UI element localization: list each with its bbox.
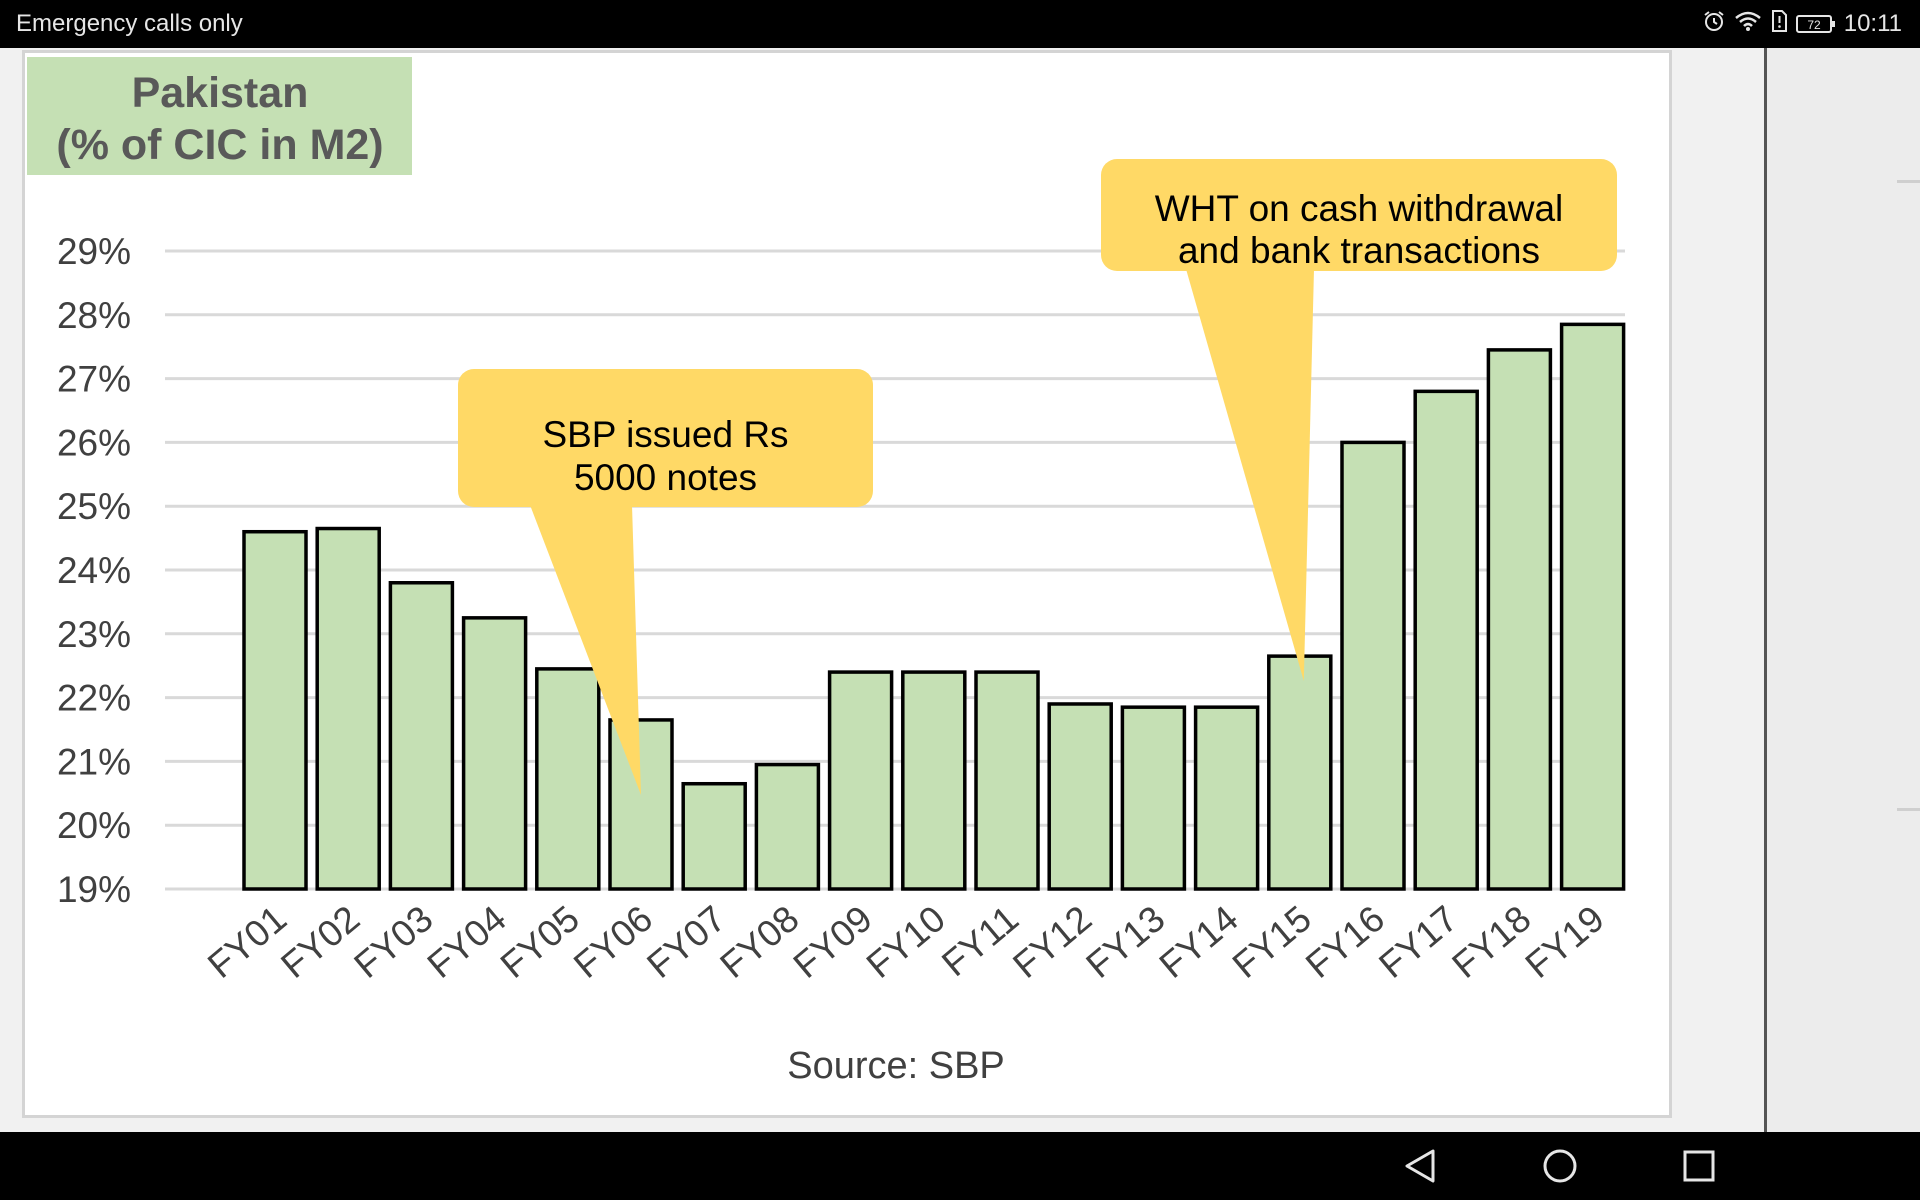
bar-fy04 [461, 616, 528, 891]
x-tick-label: FY06 [566, 898, 660, 986]
callout-pointer [530, 505, 641, 795]
x-tick-label: FY14 [1152, 898, 1246, 986]
chart-title-line-2: (% of CIC in M2) [56, 121, 383, 169]
sim-alert-icon [1770, 9, 1788, 40]
y-tick-label: 23% [57, 614, 131, 655]
clock: 10:11 [1843, 10, 1902, 37]
gridlines [165, 249, 1625, 891]
x-tick-label: FY10 [859, 898, 953, 986]
y-tick-label: 26% [57, 422, 131, 463]
recents-icon[interactable] [1659, 1132, 1739, 1200]
bar-fy05 [535, 667, 601, 891]
y-tick-label: 24% [57, 550, 131, 591]
status-bar: Emergency calls only 72 10:11 [0, 0, 1920, 48]
bar-fy14 [1193, 705, 1260, 891]
bar-fy03 [388, 581, 455, 891]
x-tick-label: FY18 [1444, 898, 1538, 986]
callout-text: and bank transactions [1178, 230, 1540, 271]
bar-fy06 [608, 718, 674, 891]
chart-title-line-1: Pakistan [132, 69, 309, 117]
bar-fy15 [1267, 654, 1333, 891]
bar-fy08 [754, 762, 821, 891]
chart-source: Source: SBP [787, 1045, 1005, 1087]
side-panel-rule [1897, 180, 1920, 183]
carrier-text: Emergency calls only [16, 10, 243, 37]
callout-text: SBP issued Rs [542, 414, 788, 455]
y-tick-label: 20% [57, 805, 131, 846]
navigation-bar [0, 1132, 1920, 1200]
x-tick-label: FY01 [200, 898, 294, 986]
bar-fy12 [1047, 702, 1113, 891]
back-icon[interactable] [1380, 1132, 1460, 1200]
y-tick-label: 19% [57, 869, 131, 910]
x-tick-label: FY16 [1298, 898, 1392, 986]
x-axis-labels: FY01FY02FY03FY04FY05FY06FY07FY08FY09FY10… [200, 898, 1612, 986]
battery-icon: 72 [1795, 13, 1836, 35]
home-icon[interactable] [1520, 1132, 1600, 1200]
bar-fy01 [242, 529, 308, 891]
chart-card: Pakistan (% of CIC in M2) 19% 20% 21% 22% 23… [22, 50, 1672, 1118]
callout-box [1101, 159, 1617, 271]
x-tick-label: FY17 [1371, 898, 1465, 986]
side-panel-rule [1897, 808, 1920, 811]
bar-fy09 [827, 670, 894, 891]
side-panel [1767, 48, 1920, 1132]
x-tick-label: FY02 [273, 898, 367, 986]
callout-box [458, 369, 873, 507]
callout-pointer [1186, 269, 1314, 681]
x-tick-label: FY08 [712, 898, 806, 986]
bar-fy19 [1559, 322, 1626, 891]
x-tick-label: FY11 [934, 898, 1026, 984]
bar-chart: Pakistan (% of CIC in M2) 19% 20% 21% 22% 23… [27, 57, 1626, 1087]
x-tick-label: FY04 [420, 898, 514, 986]
bar-fy13 [1120, 705, 1187, 891]
content-area[interactable]: Pakistan (% of CIC in M2) 19% 20% 21% 22% 23… [0, 48, 1920, 1132]
bar-fy18 [1486, 348, 1553, 891]
y-axis-labels: 19% 20% 21% 22% 23% 24% 25% 26% 27% 28% 29% [57, 231, 131, 910]
y-tick-label: 29% [57, 231, 131, 272]
x-tick-label: FY15 [1225, 898, 1319, 986]
bar-fy16 [1340, 440, 1406, 891]
y-tick-label: 21% [57, 741, 131, 782]
chart-title: Pakistan (% of CIC in M2) [27, 57, 412, 175]
chart-title-background [27, 57, 412, 175]
x-tick-label: FY13 [1078, 898, 1172, 986]
x-tick-label: FY19 [1518, 898, 1612, 986]
status-icons: 72 10:11 [1702, 0, 1902, 48]
x-tick-label: FY07 [639, 898, 733, 986]
bar-fy02 [315, 526, 381, 891]
bar-fy10 [901, 670, 967, 891]
y-tick-label: 28% [57, 295, 131, 336]
battery-level: 72 [1807, 18, 1821, 32]
y-tick-label: 27% [57, 359, 131, 400]
wifi-icon [1734, 9, 1762, 40]
x-tick-label: FY05 [493, 898, 587, 986]
y-tick-label: 25% [57, 486, 131, 527]
bar-fy11 [974, 670, 1040, 891]
callout-text: 5000 notes [574, 457, 757, 498]
y-tick-label: 22% [57, 678, 131, 719]
bar-fy17 [1413, 389, 1479, 891]
x-tick-label: FY09 [786, 898, 880, 986]
callout-text: WHT on cash withdrawal [1155, 188, 1564, 229]
bar-fy07 [681, 781, 747, 891]
x-tick-label: FY12 [1005, 898, 1099, 986]
bars [242, 322, 1626, 891]
alarm-icon [1702, 9, 1726, 40]
x-tick-label: FY03 [346, 898, 440, 986]
